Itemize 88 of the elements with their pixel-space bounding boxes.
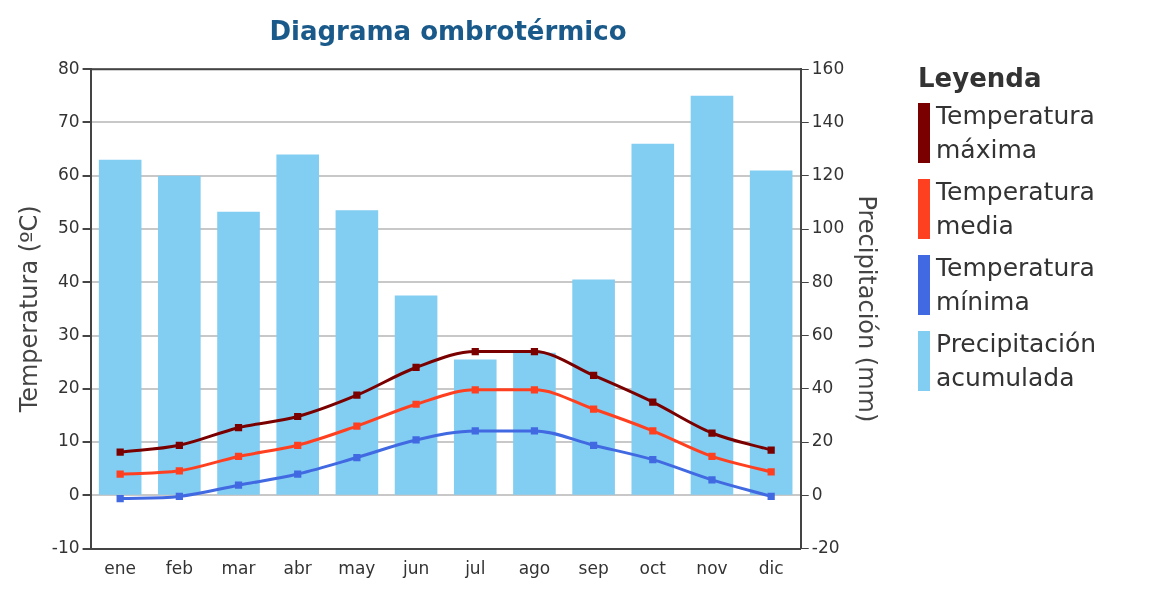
bar	[513, 352, 556, 495]
x-tick-label: ene	[104, 558, 137, 579]
point	[649, 398, 657, 406]
point	[175, 492, 183, 501]
x-tick-label: mar	[221, 558, 256, 579]
point	[589, 441, 598, 449]
legend-label: Precipitación acumulada	[936, 328, 1098, 394]
bar	[276, 154, 320, 495]
point	[294, 412, 302, 421]
point	[530, 347, 539, 356]
point	[412, 436, 420, 444]
legend-label: Temperatura media	[936, 176, 1096, 242]
bar	[749, 170, 793, 495]
y2-tick-label: 0	[811, 483, 823, 504]
y2-tick-label: 40	[811, 377, 834, 398]
point	[767, 492, 775, 501]
point	[471, 347, 479, 356]
point	[471, 386, 479, 394]
point	[708, 476, 716, 484]
y-tick-label: 80	[57, 57, 80, 78]
bar	[394, 295, 438, 495]
x-tick-label: feb	[165, 558, 193, 579]
x-tick-label: ago	[518, 558, 551, 579]
point	[708, 452, 716, 461]
y2-tick-label: 60	[811, 323, 834, 344]
legend-label: Temperatura mínima	[936, 252, 1096, 318]
bar	[158, 175, 201, 495]
y-tick-label: 40	[57, 270, 80, 291]
point	[175, 467, 183, 475]
y2-tick-label: 20	[811, 430, 834, 451]
y2-tick-label: -20	[811, 537, 840, 558]
bar	[98, 159, 142, 495]
point	[412, 400, 420, 408]
bar	[631, 143, 675, 495]
point	[767, 446, 775, 454]
y-tick-label: 20	[57, 377, 80, 398]
x-tick-label: may	[338, 558, 376, 579]
y2-tick-label: 120	[811, 164, 845, 185]
y-tick-label: 10	[57, 430, 80, 451]
x-tick-label: jun	[401, 558, 430, 579]
y-tick-label: 0	[68, 483, 80, 504]
point	[353, 422, 361, 430]
point	[116, 470, 124, 478]
x-tick-label: dic	[758, 558, 784, 579]
point	[530, 386, 539, 394]
y-axis-title: Temperatura (ºC)	[14, 205, 43, 414]
point	[649, 427, 657, 435]
point	[708, 429, 716, 437]
y2-tick-label: 80	[811, 270, 834, 291]
legend-title: Leyenda	[918, 63, 1043, 93]
point	[589, 371, 598, 380]
y-tick-label: 70	[57, 110, 80, 131]
y2-tick-label: 140	[811, 110, 845, 131]
point	[412, 363, 420, 372]
point	[649, 456, 657, 464]
point	[294, 441, 302, 449]
x-tick-label: abr	[283, 558, 312, 579]
bar	[217, 211, 260, 495]
y2-tick-label: 160	[811, 57, 845, 78]
bar	[690, 95, 734, 495]
point	[589, 405, 598, 413]
x-tick-label: jul	[464, 558, 486, 579]
point	[175, 441, 183, 449]
point	[234, 452, 243, 461]
y-tick-label: 60	[57, 164, 80, 185]
y2-axis-title: Precipitación (mm)	[853, 195, 882, 423]
legend-label: Temperatura máxima	[936, 100, 1096, 166]
chart-title: Diagrama ombrotérmico	[269, 16, 627, 47]
y-tick-label: 50	[57, 217, 80, 238]
point	[353, 453, 361, 462]
y-tick-label: -10	[51, 537, 80, 558]
point	[234, 481, 243, 489]
y-tick-label: 30	[57, 323, 80, 344]
point	[234, 424, 243, 432]
point	[530, 427, 539, 435]
point	[116, 494, 124, 503]
point	[471, 427, 479, 435]
bar	[572, 279, 615, 495]
point	[294, 470, 302, 478]
x-tick-label: oct	[639, 558, 667, 579]
x-tick-label: nov	[696, 558, 728, 579]
point	[116, 448, 124, 456]
bar	[453, 359, 497, 495]
y2-tick-label: 100	[811, 217, 845, 238]
x-tick-label: sep	[578, 558, 609, 579]
point	[353, 391, 361, 399]
bar	[335, 210, 379, 495]
point	[767, 468, 775, 476]
